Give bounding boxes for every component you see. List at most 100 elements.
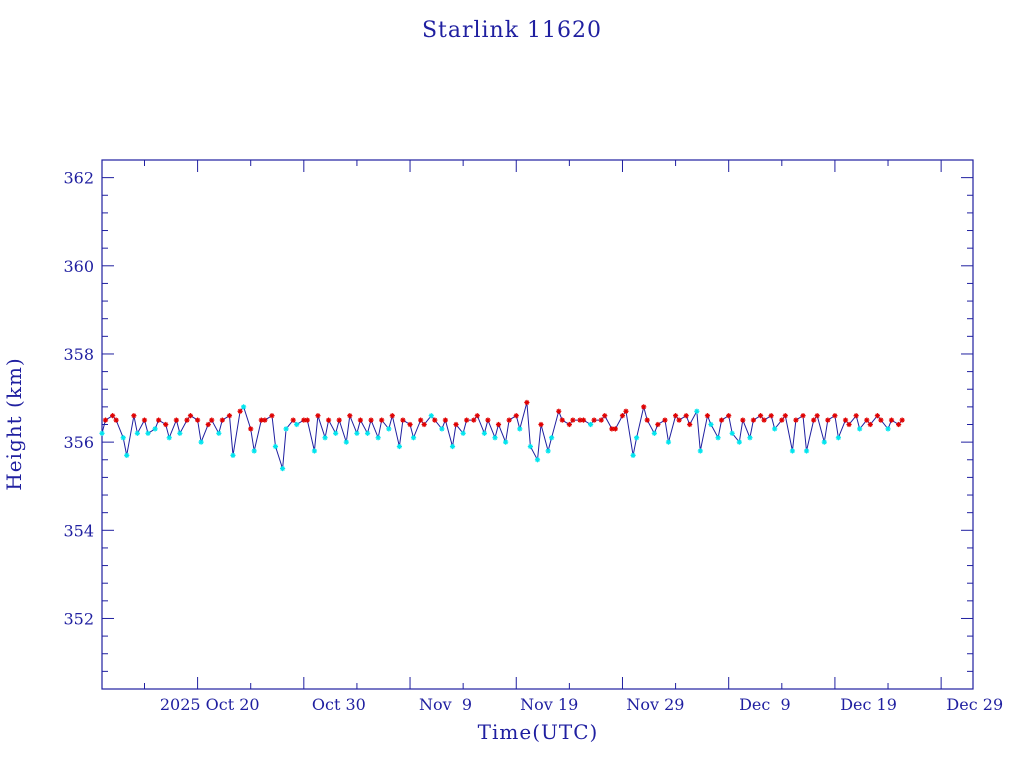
data-point-marker: [598, 417, 604, 423]
data-point-marker: [407, 421, 413, 428]
data-point-marker: [708, 421, 714, 428]
data-point-marker: [761, 417, 767, 423]
x-tick-label: Nov 29: [626, 695, 684, 714]
data-point-marker: [672, 413, 679, 419]
data-point-marker: [885, 426, 891, 432]
data-point-marker: [439, 426, 445, 432]
data-point-marker: [194, 417, 201, 423]
data-point-marker: [453, 421, 459, 428]
data-point-marker: [325, 417, 332, 423]
data-point-marker: [853, 413, 859, 419]
data-point-marker: [251, 448, 257, 454]
data-point-marker: [782, 413, 788, 419]
data-point-marker: [878, 417, 884, 423]
data-point-marker: [832, 413, 838, 419]
data-point-marker: [588, 421, 594, 428]
data-point-marker: [814, 413, 820, 419]
data-point-marker: [110, 413, 116, 419]
data-point-marker: [842, 417, 849, 423]
x-tick-label: Dec 29: [946, 695, 1003, 714]
data-point-marker: [612, 426, 618, 432]
data-point-marker: [768, 413, 774, 419]
data-point-marker: [421, 421, 427, 428]
data-point-marker: [715, 435, 721, 441]
data-point-marker: [230, 452, 236, 458]
data-point-marker: [591, 417, 597, 423]
data-point-marker: [336, 417, 342, 423]
data-point-marker: [173, 417, 179, 423]
data-point-marker: [580, 417, 587, 423]
data-point-marker: [152, 426, 158, 432]
data-point-marker: [410, 435, 417, 441]
data-point-marker: [846, 421, 852, 428]
data-point-marker: [623, 408, 629, 414]
data-point-marker: [570, 417, 576, 423]
data-point-marker: [729, 430, 735, 436]
data-point-marker: [290, 417, 296, 423]
data-point-marker: [864, 417, 870, 423]
data-point-marker: [556, 408, 562, 414]
data-point-marker: [442, 417, 449, 423]
data-point-marker: [219, 417, 225, 423]
data-point-marker: [633, 435, 640, 441]
data-point-marker: [449, 443, 456, 450]
data-point-marker: [343, 439, 349, 445]
data-point-marker: [503, 439, 509, 445]
data-point-marker: [357, 417, 364, 423]
data-point-marker: [279, 465, 286, 472]
data-point-marker: [676, 417, 682, 423]
data-point-marker: [726, 413, 732, 419]
data-point-marker: [630, 452, 636, 458]
data-point-marker: [602, 413, 608, 419]
x-tick-label: Dec 19: [840, 695, 897, 714]
data-point-marker: [704, 413, 711, 419]
data-point-marker: [269, 413, 275, 419]
data-point-marker: [662, 417, 668, 423]
y-tick-label: 358: [63, 345, 94, 364]
data-point-marker: [304, 417, 310, 423]
data-point-marker: [545, 448, 551, 454]
data-point-marker: [471, 417, 477, 423]
data-point-marker: [198, 439, 204, 445]
data-point-marker: [294, 421, 300, 428]
data-point-marker: [492, 435, 498, 441]
data-point-marker: [697, 448, 703, 454]
data-point-marker: [772, 426, 778, 432]
data-point-marker: [248, 426, 254, 432]
data-point-marker: [375, 435, 381, 441]
y-axis-label: Height (km): [2, 357, 26, 490]
data-point-marker: [517, 426, 523, 432]
data-point-marker: [835, 435, 842, 441]
data-point-marker: [757, 413, 764, 419]
data-point-marker: [687, 421, 693, 428]
data-point-marker: [655, 421, 661, 428]
data-point-marker: [315, 413, 321, 419]
y-axis-tick-labels: 352 354 356 358 360 362: [63, 169, 94, 629]
data-point-marker: [811, 417, 817, 423]
x-tick-label: 2025 Oct 20: [160, 695, 260, 714]
data-point-marker: [566, 421, 572, 428]
data-point-marker: [187, 413, 194, 419]
data-point-marker: [141, 417, 148, 423]
height-series-markers: [99, 399, 905, 472]
data-point-marker: [145, 430, 151, 436]
data-point-marker: [389, 413, 395, 419]
y-tick-label: 352: [63, 609, 94, 628]
y-tick-label: 354: [63, 521, 94, 540]
data-point-marker: [131, 413, 137, 419]
data-point-marker: [665, 439, 672, 445]
data-point-marker: [513, 413, 519, 419]
data-point-marker: [899, 417, 905, 423]
data-point-marker: [750, 417, 757, 423]
data-point-marker: [506, 417, 512, 423]
y-tick-label: 362: [63, 169, 94, 188]
data-point-marker: [216, 430, 222, 436]
data-point-marker: [495, 421, 502, 428]
x-tick-label: Oct 30: [312, 695, 366, 714]
data-point-marker: [379, 417, 385, 423]
data-point-marker: [644, 417, 650, 423]
data-point-marker: [464, 417, 470, 423]
data-point-marker: [651, 430, 657, 436]
data-point-marker: [156, 417, 162, 423]
